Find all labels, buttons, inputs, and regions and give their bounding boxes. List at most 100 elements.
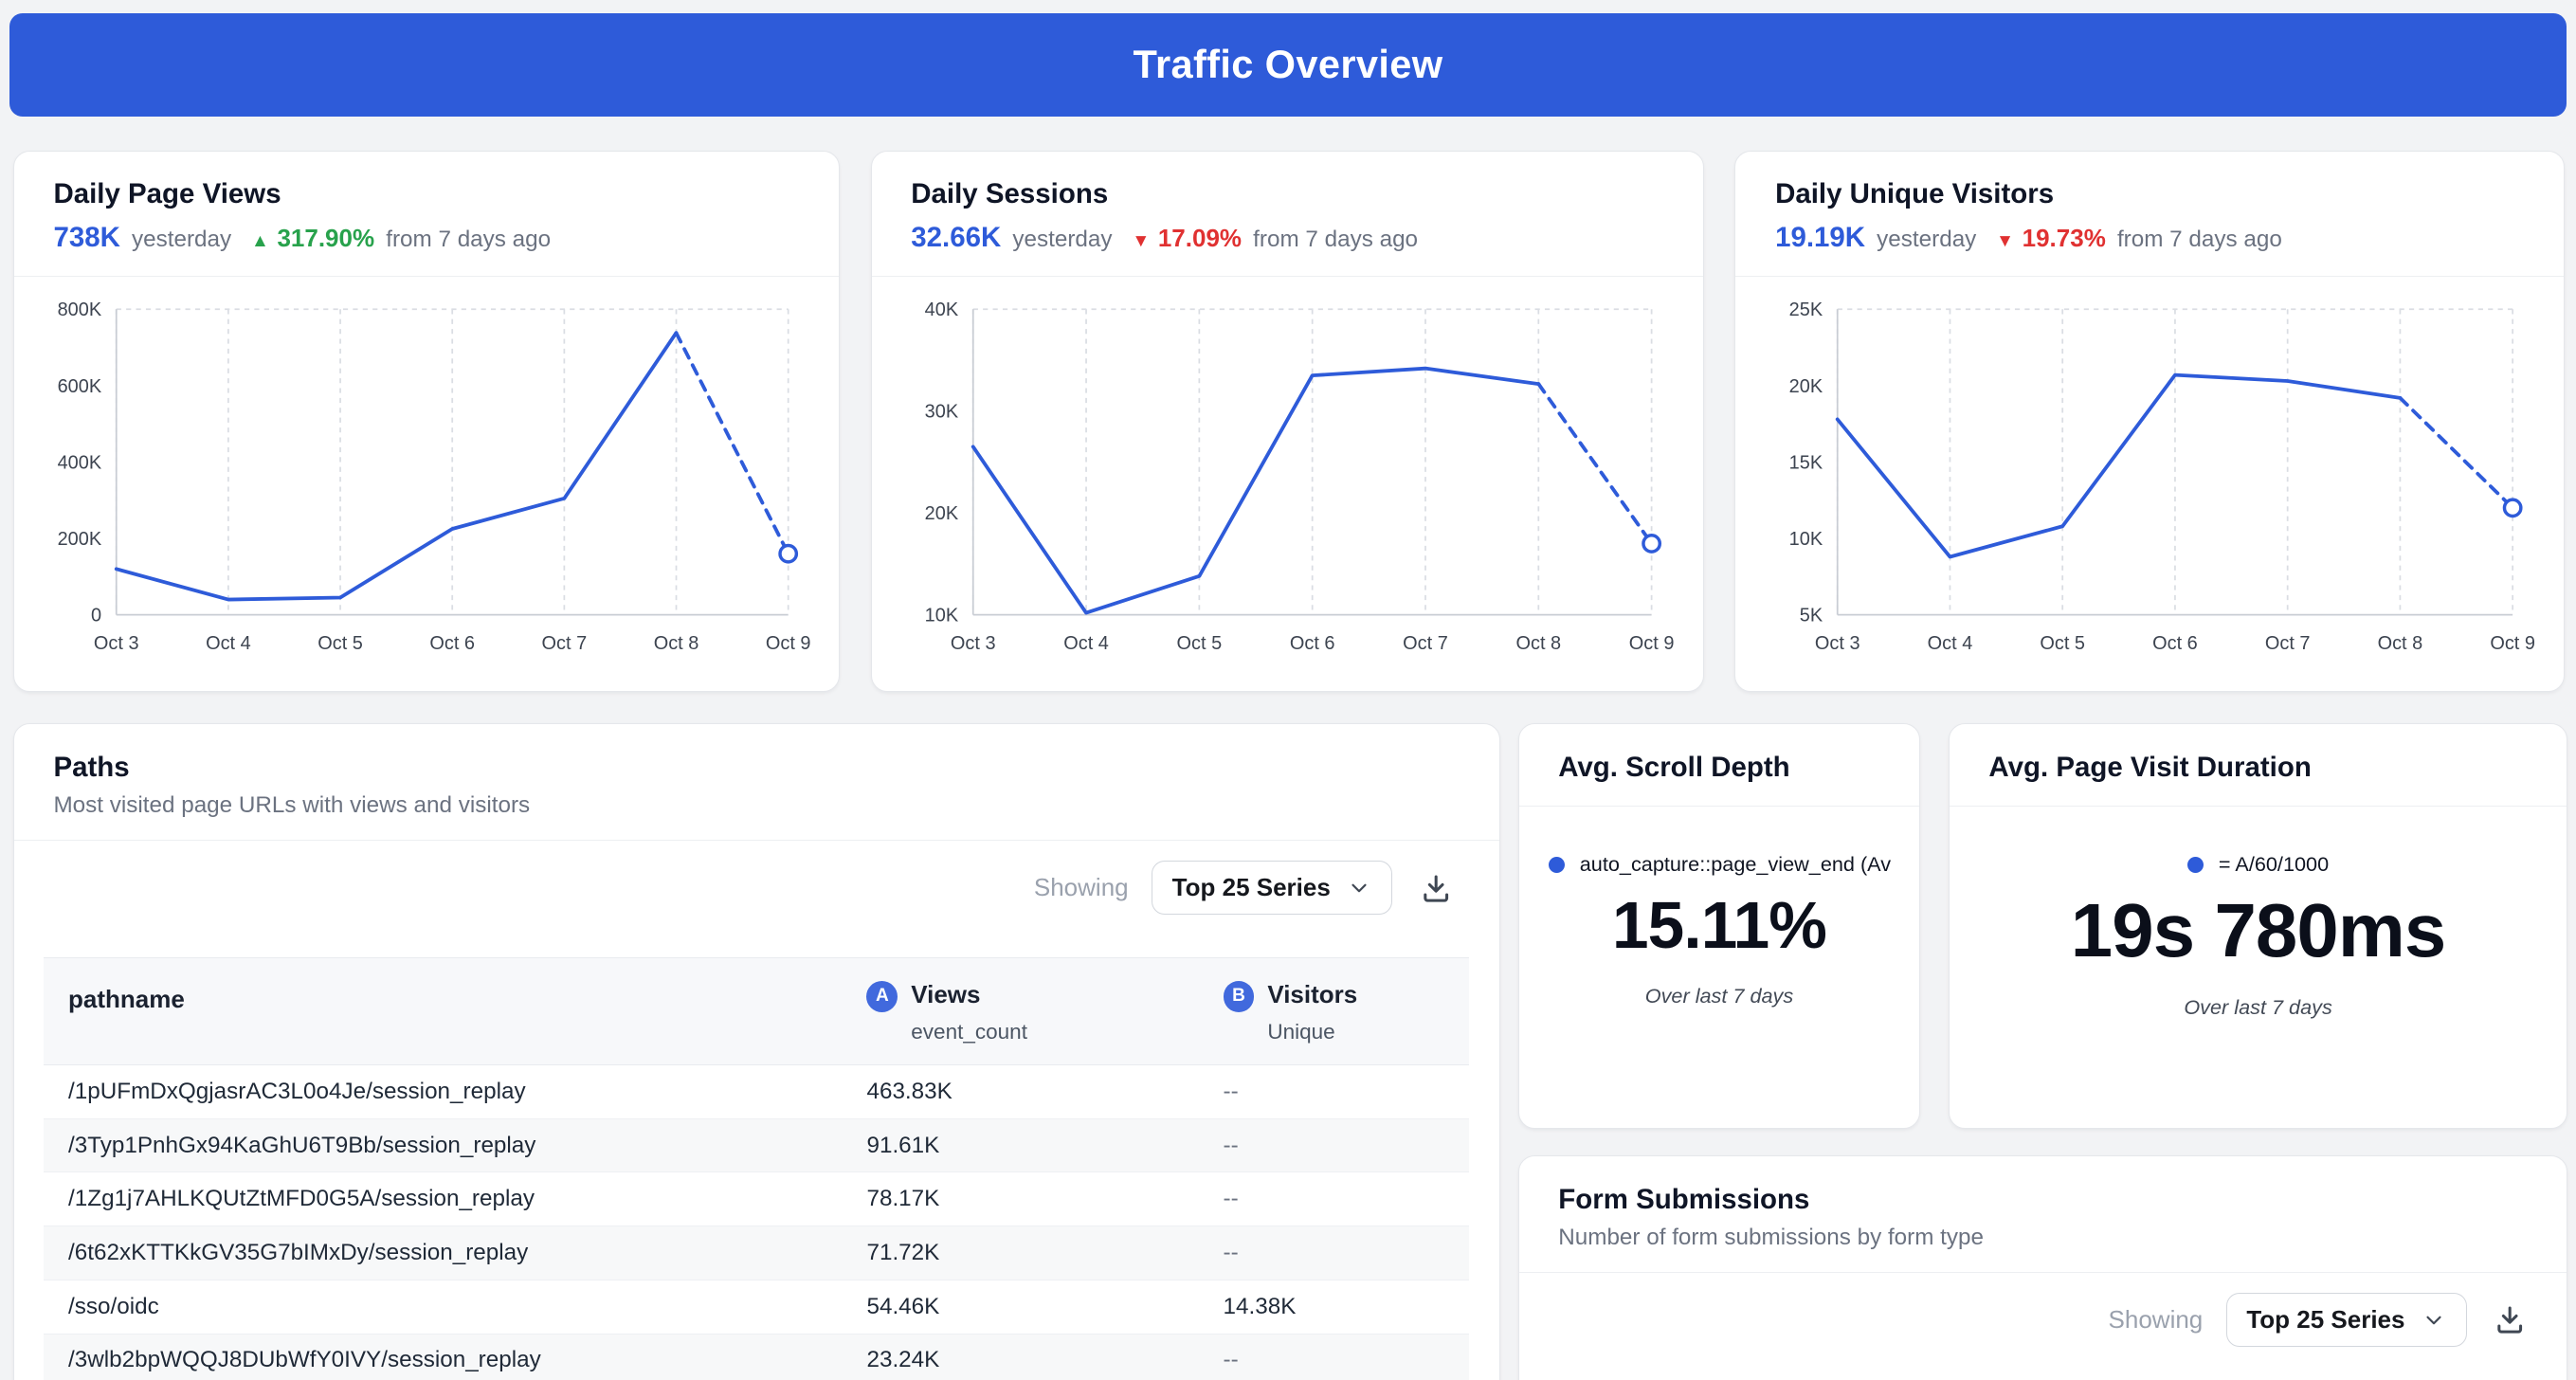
series-selector-value: Top 25 Series	[2246, 1305, 2405, 1335]
column-header-visitors: B Visitors Unique	[1198, 957, 1470, 1065]
download-button[interactable]	[1415, 867, 1456, 908]
series-legend: = A/60/1000	[1950, 852, 2567, 877]
views-cell: 91.61K	[842, 1118, 1199, 1173]
table-header-row: pathname A Views event_count B Visitors Un…	[44, 957, 1470, 1065]
svg-text:15K: 15K	[1789, 453, 1823, 474]
panel-divider	[1518, 805, 1920, 807]
download-icon	[2497, 1306, 2523, 1335]
dashboard-header: Traffic Overview	[9, 12, 2567, 118]
svg-text:Oct 5: Oct 5	[317, 633, 363, 654]
card-divider	[871, 275, 1703, 277]
card-title: Daily Page Views	[53, 178, 281, 210]
svg-text:400K: 400K	[57, 453, 101, 474]
svg-text:600K: 600K	[57, 376, 101, 397]
svg-text:Oct 7: Oct 7	[1404, 633, 1449, 654]
pathname-cell: /3Typ1PnhGx94KaGhU6T9Bb/session_replay	[44, 1118, 843, 1173]
svg-text:Oct 8: Oct 8	[653, 633, 698, 654]
stat-period: yesterday	[1012, 227, 1113, 253]
paths-table-body: /1pUFmDxQgjasrAC3L0o4Je/session_replay 46…	[44, 1064, 1470, 1380]
stat-value: 738K	[53, 222, 120, 254]
card-daily-unique-visitors: Daily Unique Visitors 19.19K yesterday ▼…	[1734, 151, 2565, 692]
card-title: Daily Sessions	[911, 178, 1109, 210]
series-b-badge: B	[1223, 980, 1255, 1012]
svg-text:Oct 9: Oct 9	[1629, 633, 1675, 654]
line-chart-daily-page-views: 0 200K 400K 600K 800K Oct 3 Oct 4 Oct 5 Oct 6 Oct…	[57, 300, 810, 654]
card-avg-page-visit-duration: Avg. Page Visit Duration = A/60/1000 19s…	[1948, 722, 2568, 1129]
visitors-cell: 14.38K	[1198, 1280, 1470, 1335]
trend-suffix: from 7 days ago	[1253, 227, 1419, 253]
table-controls: Showing Top 25 Series	[1519, 1273, 2567, 1348]
visitors-cell: --	[1198, 1171, 1470, 1227]
trend-down-icon: ▼	[1132, 231, 1151, 252]
panel-divider	[13, 840, 1499, 841]
column-label: Visitors	[1267, 979, 1358, 1008]
table-row: /3Typ1PnhGx94KaGhU6T9Bb/session_replay 91…	[44, 1118, 1470, 1173]
panel-subtitle: Number of form submissions by form type	[1558, 1224, 1985, 1250]
views-cell: 71.72K	[842, 1226, 1199, 1280]
svg-text:40K: 40K	[925, 300, 959, 320]
svg-text:Oct 5: Oct 5	[1177, 633, 1223, 654]
trend-up-icon: ▲	[250, 231, 269, 252]
line-chart-daily-sessions: 10K 20K 30K 40K Oct 3 Oct 4 Oct 5 Oct 6 Oct 7 Oct…	[925, 300, 1675, 654]
panel-title: Form Submissions	[1558, 1184, 1810, 1216]
pathname-cell: /1Zg1j7AHLKQUtZtMFD0G5A/session_replay	[44, 1171, 843, 1227]
stat-line: 32.66K yesterday ▼ 17.09% from 7 days ag…	[911, 222, 1663, 254]
series-legend: auto_capture::page_view_end (Av	[1519, 852, 1920, 877]
trend-percent: 19.73%	[2022, 224, 2106, 253]
visitors-cell: --	[1198, 1334, 1470, 1380]
svg-text:Oct 7: Oct 7	[2265, 633, 2311, 654]
svg-text:800K: 800K	[57, 300, 101, 320]
svg-text:200K: 200K	[57, 529, 101, 550]
pathname-cell: /1pUFmDxQgjasrAC3L0o4Je/session_replay	[44, 1064, 843, 1119]
series-a-badge: A	[866, 980, 898, 1012]
panel-subtitle: Most visited page URLs with views and vi…	[53, 791, 531, 818]
svg-text:Oct 4: Oct 4	[1928, 633, 1973, 654]
page-title: Traffic Overview	[1133, 42, 1443, 87]
legend-label: = A/60/1000	[2218, 852, 2330, 877]
series-dot-icon	[2186, 856, 2204, 873]
table-row: /1Zg1j7AHLKQUtZtMFD0G5A/session_replay 78…	[44, 1171, 1470, 1227]
views-cell: 78.17K	[842, 1171, 1199, 1227]
panel-title: Paths	[53, 752, 130, 784]
svg-text:Oct 5: Oct 5	[2041, 633, 2086, 654]
stat-period: yesterday	[1877, 227, 1977, 253]
download-icon	[1423, 875, 1448, 902]
trend-suffix: from 7 days ago	[2116, 227, 2282, 253]
views-cell: 463.83K	[842, 1064, 1199, 1119]
series-selector[interactable]: Top 25 Series	[1151, 861, 1392, 916]
svg-text:Oct 4: Oct 4	[206, 633, 251, 654]
time-range-note: Over last 7 days	[2184, 995, 2332, 1020]
stat-line: 19.19K yesterday ▼ 19.73% from 7 days ag…	[1775, 222, 2524, 254]
pathname-cell: /sso/oidc	[44, 1280, 843, 1335]
line-chart-daily-unique-visitors: 5K 10K 15K 20K 25K Oct 3 Oct 4 Oct 5 Oct 6 Oct 7 O…	[1789, 300, 2535, 654]
svg-text:Oct 3: Oct 3	[94, 633, 139, 654]
svg-text:Oct 9: Oct 9	[765, 633, 810, 654]
svg-text:Oct 8: Oct 8	[2378, 633, 2423, 654]
panel-title: Avg. Page Visit Duration	[1988, 752, 2312, 784]
trend-percent: 17.09%	[1157, 224, 1243, 253]
card-daily-sessions: Daily Sessions 32.66K yesterday ▼ 17.09%…	[870, 151, 1704, 692]
card-divider	[1735, 275, 2564, 277]
chevron-down-icon	[1351, 883, 1367, 893]
trend-down-icon: ▼	[1996, 231, 2014, 252]
stat-value: 19.19K	[1775, 222, 1866, 254]
visitors-cell: --	[1198, 1064, 1470, 1119]
series-selector[interactable]: Top 25 Series	[2225, 1293, 2467, 1348]
svg-text:Oct 7: Oct 7	[541, 633, 587, 654]
card-title: Daily Unique Visitors	[1775, 178, 2055, 210]
svg-text:5K: 5K	[1800, 606, 1823, 626]
download-button[interactable]	[2490, 1299, 2531, 1340]
chevron-down-icon	[2426, 1316, 2441, 1324]
column-header-views: A Views event_count	[842, 957, 1199, 1065]
card-form-submissions: Form Submissions Number of form submissi…	[1517, 1154, 2568, 1380]
svg-text:Oct 4: Oct 4	[1064, 633, 1110, 654]
svg-text:Oct 6: Oct 6	[1290, 633, 1335, 654]
trend-suffix: from 7 days ago	[386, 227, 552, 253]
pathname-cell: /6t62xKTTKkGV35G7bIMxDy/session_replay	[44, 1226, 843, 1280]
series-selector-value: Top 25 Series	[1171, 873, 1331, 902]
table-row: /6t62xKTTKkGV35G7bIMxDy/session_replay 71…	[44, 1226, 1470, 1280]
pathname-cell: /3wlb2bpWQQJ8DUbWfY0IVY/session_replay	[44, 1334, 843, 1380]
time-range-note: Over last 7 days	[1644, 984, 1794, 1008]
stat-period: yesterday	[132, 227, 232, 253]
